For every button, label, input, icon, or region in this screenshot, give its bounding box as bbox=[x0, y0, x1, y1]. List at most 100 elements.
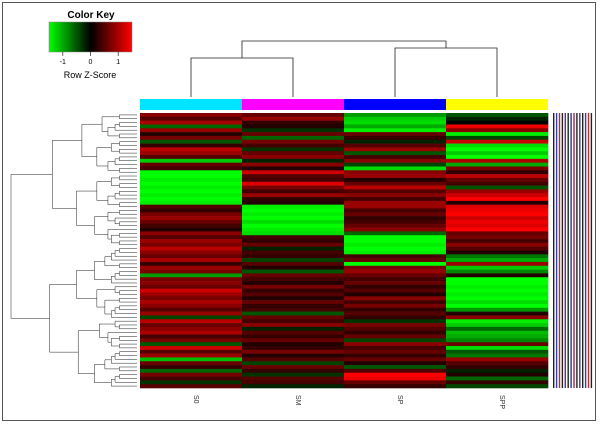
row-dendrogram-branch bbox=[119, 168, 137, 173]
heatmap-cell bbox=[344, 223, 447, 228]
row-dendrogram-branch bbox=[119, 351, 137, 356]
row-dendrogram-branch bbox=[119, 175, 137, 181]
heatmap-cell bbox=[140, 372, 243, 377]
heatmap-cell bbox=[446, 254, 549, 259]
row-dendrogram-branch bbox=[111, 143, 120, 152]
heatmap-cell bbox=[242, 326, 345, 332]
heatmap-cell bbox=[242, 231, 345, 236]
heatmap-cell bbox=[140, 193, 243, 198]
figure-frame: Color Key -1 0 1 Row Z-Score S0 SM SP SPP bbox=[2, 2, 596, 421]
row-dendrogram-branch bbox=[119, 221, 137, 226]
heatmap-cell bbox=[242, 139, 345, 144]
column-side-color bbox=[446, 99, 548, 110]
heatmap-cell bbox=[140, 242, 243, 247]
heatmap-cell bbox=[242, 269, 345, 274]
heatmap-cell bbox=[344, 315, 447, 320]
heatmap-cell bbox=[446, 384, 549, 389]
row-dendrogram-branch bbox=[94, 216, 108, 235]
heatmap-cell bbox=[344, 384, 447, 389]
heatmap-cell bbox=[446, 174, 549, 179]
heatmap-cell bbox=[446, 177, 549, 183]
heatmap-cell bbox=[446, 250, 549, 255]
heatmap-cell bbox=[446, 261, 549, 267]
heatmap-cell bbox=[242, 147, 345, 152]
heatmap-cell bbox=[140, 162, 243, 167]
heatmap-cell bbox=[140, 185, 243, 190]
heatmap-cell bbox=[344, 349, 447, 354]
heatmap-cell bbox=[140, 380, 243, 385]
heatmap-cell bbox=[242, 135, 345, 141]
heatmap-cell bbox=[446, 128, 549, 133]
heatmap-cell bbox=[446, 166, 549, 171]
heatmap-cell bbox=[446, 300, 549, 305]
heatmap-cell bbox=[242, 330, 345, 335]
heatmap-cell bbox=[242, 132, 345, 137]
row-dendrogram-branch bbox=[114, 192, 137, 200]
heatmap-cell bbox=[446, 189, 549, 194]
heatmap-cell bbox=[344, 307, 447, 312]
row-dendrogram-branch bbox=[119, 233, 137, 238]
heatmap-cell bbox=[140, 189, 243, 194]
heatmap-cell bbox=[140, 292, 243, 297]
heatmap-cell bbox=[242, 200, 345, 205]
heatmap-cell bbox=[446, 170, 549, 175]
heatmap-cell bbox=[344, 158, 447, 163]
heatmap-cell bbox=[446, 319, 549, 324]
heatmap-cell bbox=[446, 197, 549, 202]
row-dendrogram-branch bbox=[96, 181, 112, 201]
heatmap-cell bbox=[446, 281, 549, 286]
heatmap-cell bbox=[446, 315, 549, 320]
row-dendrogram-branch bbox=[107, 127, 120, 137]
heatmap-cell bbox=[140, 254, 243, 259]
heatmap-cell bbox=[344, 235, 447, 240]
heatmap-cell bbox=[344, 120, 447, 125]
row-label-stripe bbox=[573, 113, 575, 388]
row-dendrogram-branch bbox=[119, 191, 137, 196]
heatmap-cell bbox=[446, 124, 549, 129]
heatmap-cell bbox=[242, 185, 345, 190]
row-dendrogram-branch bbox=[81, 123, 103, 157]
row-label-stripe bbox=[564, 113, 566, 388]
heatmap-cell bbox=[242, 227, 345, 232]
heatmap-cell bbox=[140, 135, 243, 141]
heatmap-cell bbox=[140, 265, 243, 270]
heatmap-cell bbox=[242, 158, 345, 163]
row-dendrogram-branch bbox=[114, 217, 137, 225]
heatmap-cell bbox=[242, 242, 345, 247]
heatmap-cell bbox=[140, 323, 243, 328]
heatmap-cell bbox=[140, 365, 243, 370]
row-label-stripe bbox=[579, 113, 581, 388]
row-dendrogram-branch bbox=[76, 270, 97, 299]
heatmap-cell bbox=[344, 132, 447, 137]
heatmap-cell bbox=[140, 307, 243, 312]
heatmap-cell bbox=[242, 303, 345, 309]
heatmap-cell bbox=[242, 334, 345, 339]
row-dendrogram-branch bbox=[111, 234, 120, 244]
heatmap-cell bbox=[140, 349, 243, 354]
heatmap-cell bbox=[140, 235, 243, 240]
heatmap-cell bbox=[344, 155, 447, 160]
row-dendrogram-branch bbox=[114, 286, 137, 293]
column-side-colors bbox=[140, 99, 548, 110]
heatmap-cell bbox=[140, 281, 243, 286]
heatmap-cell bbox=[344, 170, 447, 175]
heatmap-cell bbox=[242, 273, 345, 278]
row-label-stripe bbox=[587, 113, 590, 388]
heatmap-cell bbox=[242, 365, 345, 370]
heatmap-cell bbox=[446, 239, 549, 244]
row-dendrogram-branch bbox=[107, 332, 137, 343]
heatmap-cell bbox=[446, 296, 549, 301]
row-dendrogram-branch bbox=[119, 210, 137, 215]
row-dendrogram-branch bbox=[119, 343, 137, 349]
heatmap-cell bbox=[242, 174, 345, 179]
row-dendrogram bbox=[10, 114, 137, 387]
row-dendrogram-branch bbox=[119, 263, 137, 268]
row-dendrogram-branch bbox=[94, 260, 112, 280]
heatmap-cell bbox=[242, 323, 345, 328]
row-dendrogram-branch bbox=[114, 353, 137, 360]
row-dendrogram-branch bbox=[119, 240, 137, 246]
heatmap-cell bbox=[446, 265, 549, 270]
heatmap-cell bbox=[344, 219, 447, 225]
heatmap-cell bbox=[344, 208, 447, 213]
heatmap-cell bbox=[140, 116, 243, 121]
